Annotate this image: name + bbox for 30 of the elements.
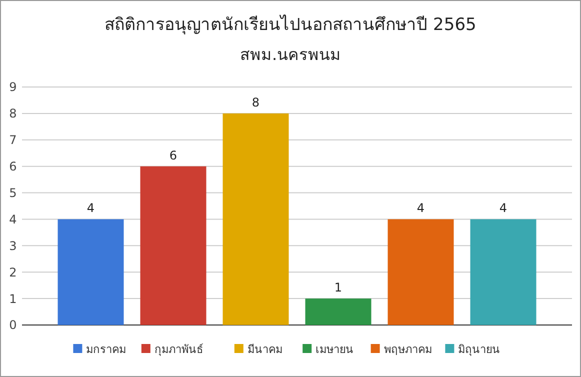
y-tick-label: 0 bbox=[9, 318, 17, 332]
bar bbox=[470, 219, 536, 325]
legend-label: พฤษภาคม bbox=[384, 343, 432, 356]
legend-label: กุมภาพันธ์ bbox=[154, 343, 204, 356]
y-tick-label: 6 bbox=[9, 160, 17, 174]
bar bbox=[58, 219, 124, 325]
bar bbox=[140, 166, 206, 325]
y-tick-label: 1 bbox=[9, 292, 17, 306]
chart-title: สถิติการอนุญาตนักเรียนไปนอกสถานศึกษาปี 2565 bbox=[104, 14, 476, 35]
legend-label: เมษายน bbox=[316, 343, 354, 356]
y-tick-label: 3 bbox=[9, 238, 17, 253]
y-tick-label: 4 bbox=[9, 212, 17, 226]
data-label: 4 bbox=[499, 201, 508, 216]
y-tick-label: 5 bbox=[9, 186, 17, 200]
y-tick-label: 2 bbox=[9, 265, 17, 280]
bar bbox=[388, 219, 454, 325]
data-label: 1 bbox=[334, 280, 342, 295]
bar bbox=[222, 113, 289, 325]
y-tick-label: 9 bbox=[9, 80, 17, 94]
data-label: 4 bbox=[86, 201, 95, 216]
legend-label: มิถุนายน bbox=[458, 343, 500, 356]
chart-subtitle: สพม.นครพนม bbox=[240, 45, 342, 64]
legend-label: มกราคม bbox=[86, 343, 126, 356]
data-label: 6 bbox=[169, 148, 178, 162]
legend-label: มีนาคม bbox=[247, 343, 282, 356]
data-label: 8 bbox=[252, 95, 260, 110]
y-tick-label: 7 bbox=[9, 133, 17, 148]
data-label: 4 bbox=[416, 201, 425, 216]
y-tick-label: 8 bbox=[9, 106, 17, 121]
bar bbox=[305, 298, 372, 325]
